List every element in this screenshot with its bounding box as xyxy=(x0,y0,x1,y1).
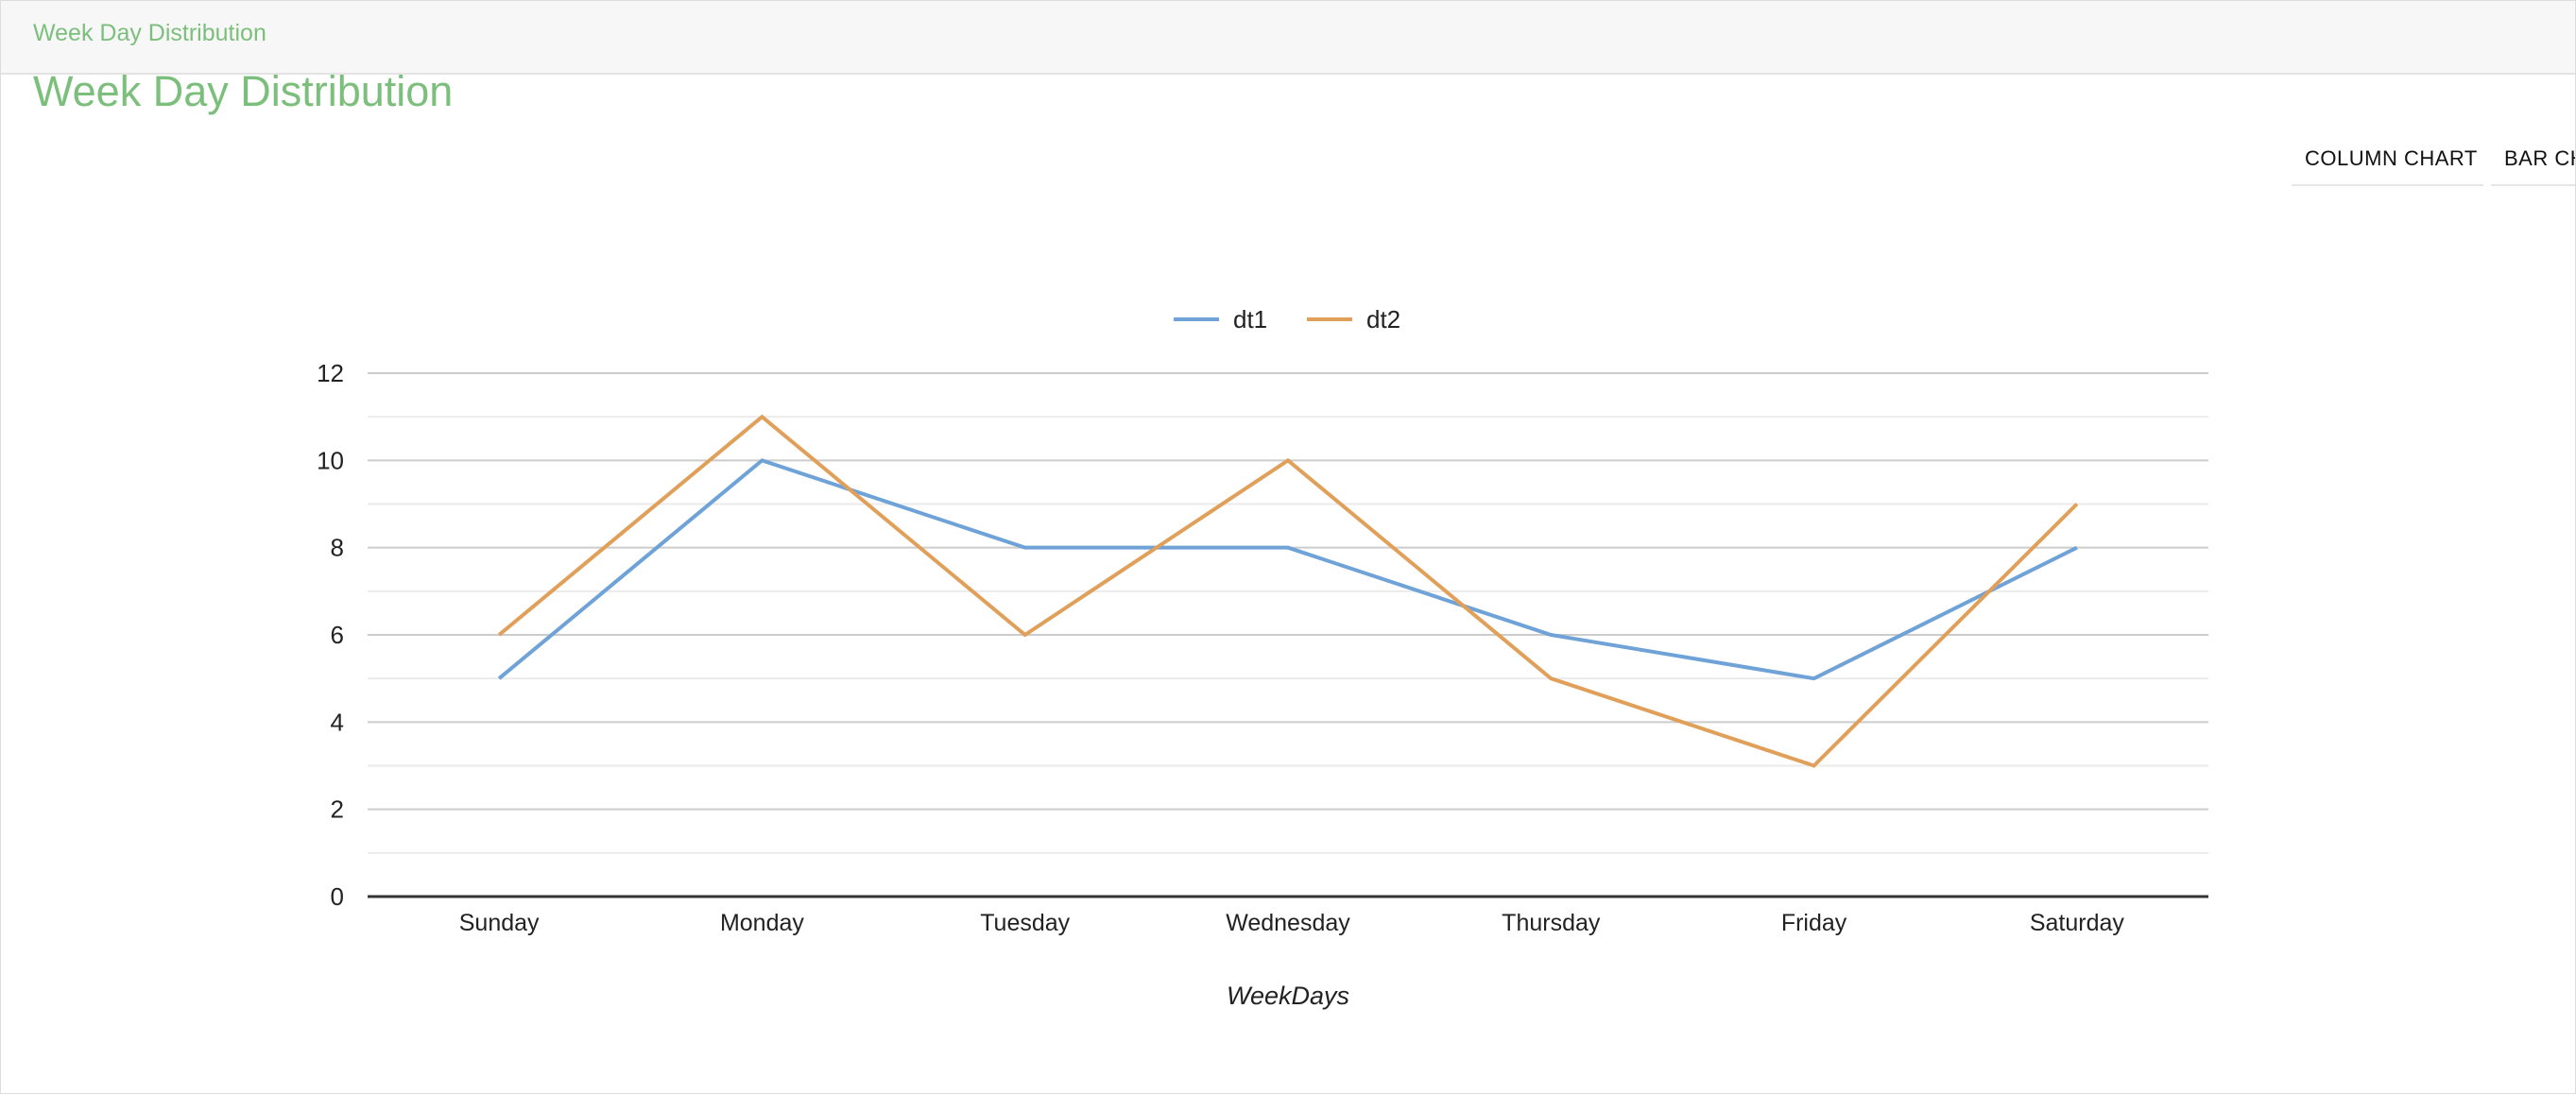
series-line-dt1 xyxy=(497,458,2078,681)
y-tick-label: 6 xyxy=(331,621,344,649)
panel-header-title: Week Day Distribution xyxy=(33,20,266,46)
axes: 0 2 4 6 8 10 12 Sunday Monday Tuesday Wednesday Thu… xyxy=(317,359,2208,1010)
page-title: Week Day Distribution xyxy=(33,67,454,115)
x-tick-label: Sunday xyxy=(459,910,540,936)
tab-column-chart[interactable]: COLUMN CHART xyxy=(2292,137,2483,186)
legend-label-dt2: dt2 xyxy=(1366,305,1400,333)
x-axis-title: WeekDays xyxy=(1227,982,1349,1010)
x-tick-label: Tuesday xyxy=(980,910,1070,936)
legend-label-dt1: dt1 xyxy=(1233,305,1267,333)
x-tick-label: Saturday xyxy=(2030,910,2125,936)
panel-header: Week Day Distribution xyxy=(1,1,2575,75)
x-tick-label: Monday xyxy=(720,910,804,936)
y-tick-label: 2 xyxy=(331,795,344,824)
y-tick-label: 8 xyxy=(331,534,344,562)
legend: dt1 dt2 xyxy=(1174,305,1400,333)
y-tick-label: 10 xyxy=(317,446,344,474)
y-tick-label: 4 xyxy=(331,708,344,736)
series-line-dt2 xyxy=(497,414,2079,768)
series-lines xyxy=(497,414,2079,768)
tab-bar-chart[interactable]: BAR CH xyxy=(2491,137,2575,186)
grid-lines xyxy=(368,372,2208,854)
x-tick-label: Thursday xyxy=(1502,910,1601,936)
x-tick-label: Wednesday xyxy=(1226,910,1350,936)
x-tick-label: Friday xyxy=(1781,910,1847,936)
chart-type-tabs: COLUMN CHART BAR CH xyxy=(2292,137,2575,186)
y-tick-label: 0 xyxy=(331,882,344,911)
y-tick-label: 12 xyxy=(317,359,344,387)
